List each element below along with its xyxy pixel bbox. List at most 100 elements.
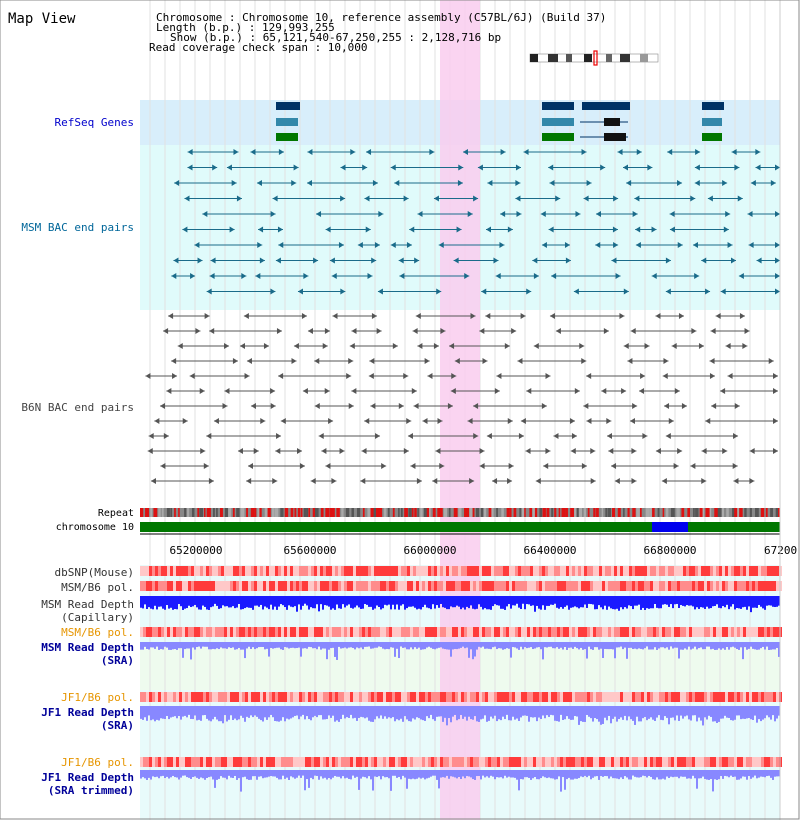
read-depth-bar	[494, 770, 496, 780]
read-depth-bar	[496, 596, 498, 606]
read-depth-bar	[238, 706, 240, 720]
msm-bac-pair-end	[458, 164, 464, 171]
track-label-repeat[interactable]: Repeat	[98, 508, 134, 519]
track-label-msm-b6-pol[interactable]: MSM/B6 pol.	[61, 581, 134, 594]
read-depth-bar	[182, 642, 184, 658]
polymorphism-cell	[161, 581, 164, 591]
polymorphism-cell	[311, 757, 314, 767]
chromosome-bar[interactable]	[140, 522, 780, 532]
polymorphism-cell	[479, 627, 482, 637]
read-depth-bar	[412, 706, 414, 719]
track-label-jf1-read-depth-sra[interactable]: JF1 Read Depth	[41, 706, 134, 719]
polymorphism-cell	[638, 692, 641, 702]
read-depth-bar	[272, 770, 274, 777]
read-depth-bar	[668, 642, 670, 650]
refseq-genes-track[interactable]	[276, 102, 724, 141]
read-depth-bar	[630, 596, 632, 607]
read-depth-bar	[462, 770, 464, 777]
msm-bac-pair-end	[499, 242, 505, 248]
polymorphism-cell	[161, 566, 164, 576]
read-depth-tracks[interactable]	[140, 596, 780, 792]
polymorphism-cell	[203, 757, 206, 767]
gene-feature[interactable]	[542, 133, 574, 141]
polymorphism-cell	[458, 566, 461, 576]
track-label-refseq-genes[interactable]: RefSeq Genes	[55, 116, 134, 129]
track-label-chromosome[interactable]: chromosome 10	[56, 522, 134, 533]
polymorphism-cell	[710, 692, 713, 702]
map-view-title: Map View	[8, 11, 76, 27]
read-depth-bar	[492, 706, 494, 719]
read-depth-bar	[152, 596, 154, 610]
track-label-dbsnp[interactable]: dbSNP(Mouse)	[55, 566, 134, 579]
read-depth-bar	[394, 642, 396, 657]
polymorphism-cell	[746, 757, 749, 767]
read-depth-bar	[576, 706, 578, 717]
polymorphism-cell	[572, 627, 575, 637]
repeat-track[interactable]	[140, 508, 780, 517]
polymorphism-cell	[155, 692, 158, 702]
gene-feature[interactable]	[276, 118, 298, 126]
polymorphism-cell	[188, 566, 191, 576]
polymorphism-heat-tracks[interactable]	[140, 566, 782, 767]
read-depth-bar	[198, 596, 200, 610]
gene-exon[interactable]	[604, 118, 620, 126]
track-label-msm-bac-end-pairs[interactable]: MSM BAC end pairs	[21, 221, 134, 234]
msm-bac-end-pairs-track[interactable]	[171, 149, 780, 295]
read-depth-bar	[560, 706, 562, 715]
read-depth-bar	[420, 770, 422, 779]
polymorphism-cell	[491, 581, 494, 591]
repeat-mark	[524, 508, 526, 517]
repeat-mark	[639, 508, 642, 517]
read-depth-bar	[646, 770, 648, 778]
repeat-mark	[336, 508, 340, 517]
track-label-jf1-b6-pol[interactable]: JF1/B6 pol.	[61, 691, 134, 704]
gene-feature[interactable]	[702, 102, 724, 110]
read-depth-bar	[682, 706, 684, 719]
gene-feature[interactable]	[276, 102, 300, 110]
read-depth-bar	[330, 642, 332, 649]
track-label-jf1-read-depth-trimmed[interactable]: JF1 Read Depth	[41, 771, 134, 784]
polymorphism-cell	[443, 627, 446, 637]
gene-feature[interactable]	[702, 118, 722, 126]
b6n-bac-pair-end	[148, 433, 154, 439]
track-label-msm-b6-pol-sra[interactable]: MSM/B6 pol.	[61, 626, 134, 639]
read-depth-bar	[290, 596, 292, 607]
gene-feature[interactable]	[276, 133, 298, 141]
polymorphism-cell	[698, 581, 701, 591]
gene-feature[interactable]	[542, 118, 574, 126]
polymorphism-cell	[341, 566, 344, 576]
polymorphism-cell	[281, 692, 284, 702]
read-depth-bar	[344, 596, 346, 608]
repeat-mark	[437, 508, 442, 517]
track-label-jf1-b6-pol-trimmed[interactable]: JF1/B6 pol.	[61, 756, 134, 769]
b6n-bac-pair-end	[586, 373, 592, 379]
gene-exon[interactable]	[604, 133, 626, 141]
polymorphism-cell	[473, 692, 476, 702]
polymorphism-cell	[776, 692, 779, 702]
gene-feature[interactable]	[582, 102, 630, 110]
polymorphism-cell	[416, 627, 419, 637]
read-depth-bar	[308, 596, 310, 610]
read-depth-bar	[246, 642, 248, 649]
polymorphism-cell	[224, 566, 227, 576]
track-label-msm-read-depth-sra[interactable]: MSM Read Depth	[41, 641, 134, 654]
selection-highlight[interactable]	[440, 0, 480, 820]
track-label-b6n-bac-end-pairs[interactable]: B6N BAC end pairs	[21, 401, 134, 414]
track-label-msm-read-depth-capillary[interactable]: MSM Read Depth	[41, 598, 134, 611]
chromosome-ideogram[interactable]	[529, 50, 659, 66]
polymorphism-cell	[239, 757, 242, 767]
read-depth-bar	[326, 770, 328, 780]
read-depth-bar	[456, 596, 458, 606]
read-depth-bar	[192, 706, 194, 720]
gene-feature[interactable]	[702, 133, 722, 141]
polymorphism-cell	[674, 581, 677, 591]
repeat-mark	[383, 508, 387, 517]
read-depth-bar	[754, 642, 756, 650]
read-depth-bar	[588, 642, 590, 647]
read-depth-bar	[614, 706, 616, 717]
read-depth-bar	[624, 642, 626, 648]
read-depth-bar	[168, 770, 170, 779]
b6n-bac-end-pairs-track[interactable]	[145, 313, 778, 484]
gene-feature[interactable]	[542, 102, 574, 110]
